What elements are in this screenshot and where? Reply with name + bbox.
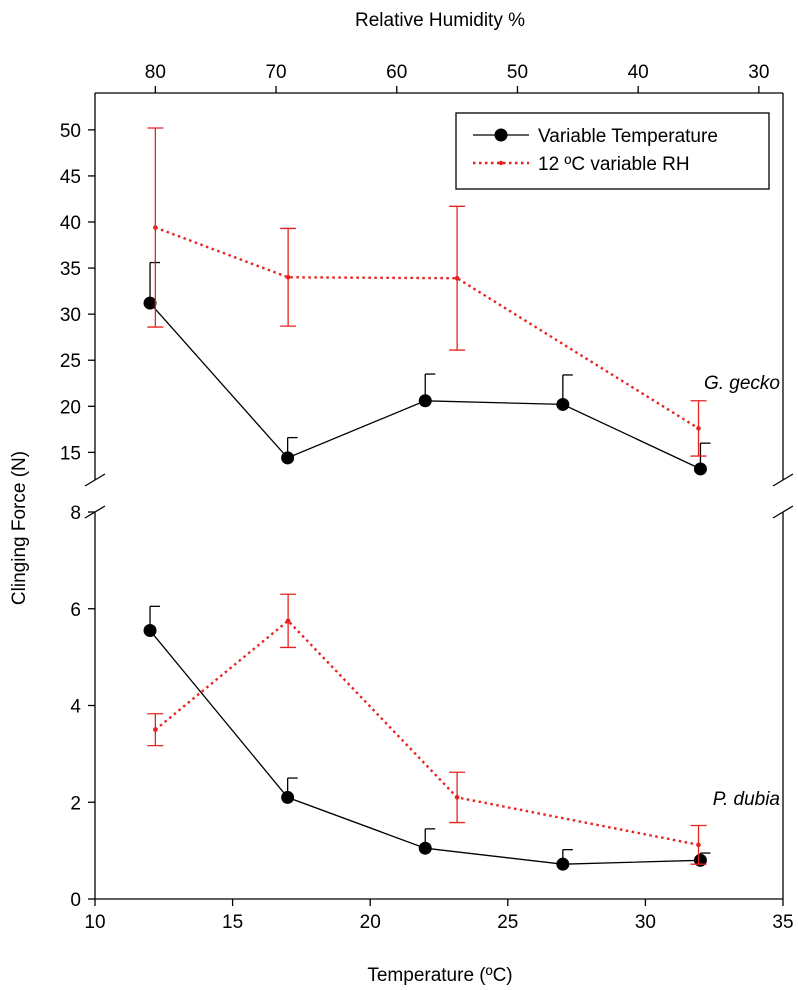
data-point (143, 624, 157, 638)
top-tick-label: 60 (386, 62, 407, 83)
y-tick-label: 50 (60, 121, 81, 142)
legend-label-variable-temperature: Variable Temperature (538, 126, 718, 147)
y-tick-label: 8 (70, 503, 81, 524)
x-axis-ticks: 10 15 20 25 30 35 (84, 899, 794, 933)
series-12c-variable-rh (147, 127, 707, 865)
y-tick-label: 15 (60, 443, 81, 464)
axis-break-mark-right-lower (772, 505, 794, 519)
data-point (454, 795, 460, 800)
data-point (556, 857, 570, 871)
legend-label-12c-variable-rh: 12 ºC variable RH (538, 154, 690, 175)
data-point (281, 451, 295, 465)
plot-frame (84, 92, 794, 900)
data-point (153, 225, 158, 230)
axis-break-mark-left-upper (84, 473, 106, 487)
y-tick-label: 0 (70, 890, 81, 911)
y-tick-label: 6 (70, 600, 81, 621)
x-tick-label: 20 (360, 912, 381, 933)
data-point (696, 426, 701, 431)
y-axis-ticks: 0 2 4 6 8 15 20 25 30 35 40 45 50 (60, 121, 95, 911)
series-line (154, 619, 699, 846)
data-point (418, 394, 432, 408)
series-variable-temperature (143, 261, 711, 871)
series-variable-temperature-lower (143, 605, 711, 871)
x-tick-label: 25 (497, 912, 518, 933)
top-axis-title: Relative Humidity % (355, 10, 525, 31)
top-axis-ticks: 80 70 60 50 40 30 (145, 62, 769, 93)
top-tick-label: 80 (145, 62, 166, 83)
data-point (693, 462, 707, 476)
y-tick-label: 20 (60, 397, 81, 418)
legend-marker-variable-temperature (494, 128, 508, 142)
series-variable-temperature-upper (143, 261, 711, 476)
data-point (693, 853, 707, 867)
x-axis-title: Temperature (ºC) (367, 965, 512, 986)
y-tick-label: 4 (70, 697, 81, 718)
y-tick-label: 45 (60, 167, 81, 188)
top-tick-label: 30 (748, 62, 769, 83)
legend-marker-12c-variable-rh (498, 160, 504, 166)
legend-box (455, 112, 770, 190)
y-tick-label: 30 (60, 305, 81, 326)
y-tick-label: 40 (60, 213, 81, 234)
series-layer (143, 127, 711, 871)
series-12c-variable-rh-upper (147, 127, 707, 457)
legend: Variable Temperature 12 ºC variable RH (455, 112, 770, 190)
y-axis-title: Clinging Force (N) (9, 451, 30, 605)
x-tick-label: 30 (635, 912, 656, 933)
data-point (285, 274, 291, 280)
x-tick-label: 35 (772, 912, 793, 933)
y-tick-label: 2 (70, 793, 81, 814)
top-tick-label: 70 (265, 62, 286, 83)
data-point (285, 618, 291, 624)
data-point (696, 842, 701, 848)
data-point (281, 790, 295, 804)
top-tick-label: 50 (507, 62, 528, 83)
series-12c-variable-rh-lower (147, 593, 707, 865)
data-point (556, 397, 570, 411)
x-tick-label: 15 (222, 912, 243, 933)
annotation-p-dubia: P. dubia (713, 789, 780, 810)
x-tick-label: 10 (84, 912, 105, 933)
annotation-g-gecko: G. gecko (704, 373, 780, 394)
top-tick-label: 40 (628, 62, 649, 83)
data-point (454, 275, 460, 281)
data-point (418, 841, 432, 855)
data-point (143, 296, 157, 310)
axis-break-mark-right-upper (772, 473, 794, 487)
y-tick-label: 35 (60, 259, 81, 280)
data-point (153, 727, 158, 732)
y-tick-label: 25 (60, 351, 81, 372)
